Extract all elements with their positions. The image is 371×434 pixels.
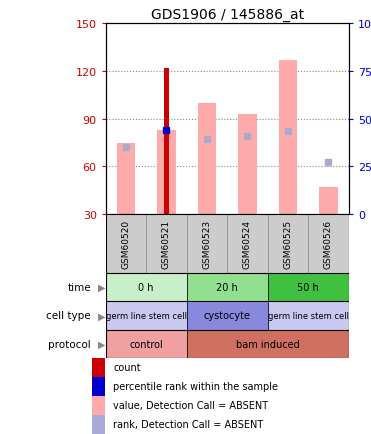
Bar [268,273,349,302]
Text: protocol: protocol [48,339,91,349]
Text: percentile rank within the sample: percentile rank within the sample [114,381,278,391]
Text: ▶: ▶ [98,311,106,321]
Bar [164,69,169,215]
Bar [106,330,187,358]
Bar [308,215,349,273]
Text: GSM60525: GSM60525 [283,220,292,269]
Text: GSM60521: GSM60521 [162,220,171,269]
Bar [187,215,227,273]
Text: cell type: cell type [46,311,91,321]
Bar [227,215,268,273]
Text: ▶: ▶ [98,339,106,349]
Text: 0 h: 0 h [138,283,154,293]
Text: cystocyte: cystocyte [204,311,251,321]
Bar [187,302,268,330]
Text: rank, Detection Call = ABSENT: rank, Detection Call = ABSENT [114,420,263,430]
Text: GSM60523: GSM60523 [203,220,211,269]
Bar [92,415,105,434]
Bar [92,396,105,414]
Title: GDS1906 / 145886_at: GDS1906 / 145886_at [151,7,304,21]
Text: 20 h: 20 h [216,283,238,293]
Text: control: control [129,339,163,349]
Bar [106,273,187,302]
Bar [268,302,349,330]
Bar [146,215,187,273]
Bar [117,143,135,215]
Text: ▶: ▶ [98,283,106,293]
Text: GSM60524: GSM60524 [243,220,252,269]
Text: 50 h: 50 h [298,283,319,293]
Text: germ line stem cell: germ line stem cell [106,311,187,320]
Bar [187,273,268,302]
Bar [106,302,187,330]
Bar [106,215,146,273]
Bar [92,378,105,396]
Bar [239,115,257,215]
Bar [319,188,338,215]
Text: germ line stem cell: germ line stem cell [268,311,349,320]
Bar [198,103,216,215]
Text: value, Detection Call = ABSENT: value, Detection Call = ABSENT [114,401,269,411]
Text: GSM60526: GSM60526 [324,220,333,269]
Bar [268,215,308,273]
Bar [187,330,349,358]
Bar [279,60,297,215]
Text: count: count [114,362,141,372]
Bar [92,358,105,377]
Bar [157,131,175,215]
Text: bam induced: bam induced [236,339,300,349]
Text: time: time [67,283,91,293]
Text: GSM60520: GSM60520 [121,220,131,269]
